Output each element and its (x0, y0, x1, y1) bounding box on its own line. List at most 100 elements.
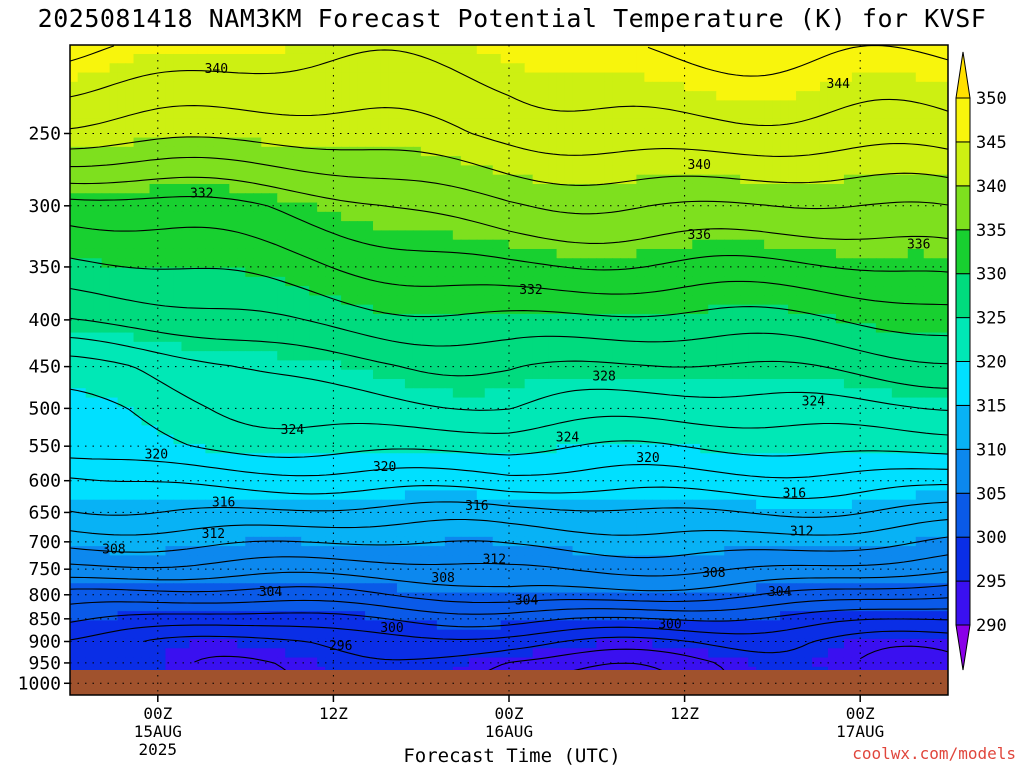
contour-label: 320 (145, 447, 168, 462)
contour-label: 332 (519, 283, 542, 298)
colorbar-min-arrow (955, 624, 971, 671)
contour-label: 332 (190, 186, 213, 201)
x-tick-year: 2025 (139, 740, 178, 759)
colorbar-segment (955, 404, 971, 450)
contour-label: 312 (483, 552, 506, 567)
contour-line (70, 355, 948, 436)
colorbar: 290 295 300 305 310 315 320 325 330 335 340 345 350 (955, 51, 1007, 671)
contour-label: 324 (802, 394, 826, 409)
colorbar-label: 295 (976, 572, 1007, 592)
chart-title: 2025081418 NAM3KM Forecast Potential Tem… (37, 4, 987, 33)
contour-labels: 340 344 340 332 336 336 332 328 324 324 324 320 320 3… (102, 62, 930, 654)
y-axis: 2503003504004505005506006507007508008509… (18, 123, 70, 694)
contour-label: 312 (202, 527, 225, 542)
contour-label: 316 (212, 495, 235, 510)
colorbar-max-arrow (955, 51, 971, 99)
y-tick-label: 750 (28, 559, 61, 580)
colorbar-label: 305 (976, 484, 1007, 504)
y-tick-label: 950 (28, 653, 61, 674)
contour-line (70, 317, 948, 389)
contour-label: 304 (259, 585, 283, 600)
contour-line (70, 584, 948, 604)
colorbar-segment (955, 492, 971, 538)
y-tick-label: 350 (28, 257, 61, 278)
contour-label: 336 (907, 238, 930, 253)
contour-label: 320 (373, 460, 396, 475)
contour-line (70, 608, 948, 628)
x-axis-label: Forecast Time (UTC) (403, 745, 621, 767)
colorbar-label: 320 (976, 353, 1007, 373)
y-tick-label: 300 (28, 196, 61, 217)
x-tick-label: 00Z (846, 704, 875, 723)
potential-temperature-field (70, 45, 948, 695)
contour-line (70, 501, 948, 518)
contour-label: 320 (636, 451, 659, 466)
contour-line (70, 477, 948, 499)
colorbar-segment (955, 317, 971, 363)
colorbar-segment (955, 141, 971, 187)
y-tick-label: 800 (28, 585, 61, 606)
contour-line (70, 105, 948, 157)
contour-line (70, 597, 948, 615)
contour-label: 344 (827, 77, 851, 92)
contour-line (70, 196, 948, 273)
colorbar-label: 335 (976, 221, 1007, 241)
contour-label: 308 (431, 571, 454, 586)
x-tick-label: 12Z (670, 704, 699, 723)
contour-line (70, 257, 948, 337)
y-tick-label: 450 (28, 357, 61, 378)
contour-line (70, 571, 948, 592)
contour-line (70, 618, 948, 641)
contour-line (70, 536, 948, 559)
x-tick-label: 00Z (495, 704, 524, 723)
contour-line (70, 287, 948, 365)
x-tick-label: 00Z (143, 704, 172, 723)
isentrope-contours (70, 45, 948, 691)
colorbar-segment (955, 448, 971, 494)
contour-line (70, 336, 948, 411)
colorbar-label: 350 (976, 89, 1007, 109)
contour-label: 296 (329, 639, 352, 654)
contour-label: 312 (790, 524, 813, 539)
colorbar-segment (955, 580, 971, 626)
contour-label: 324 (281, 423, 305, 438)
colorbar-label: 315 (976, 396, 1007, 416)
contour-line (70, 156, 948, 215)
contour-label: 308 (702, 566, 725, 581)
contour-label: 304 (768, 585, 792, 600)
credit-text: coolwx.com/models (852, 744, 1016, 763)
colorbar-label: 325 (976, 309, 1007, 329)
contour-label: 304 (515, 594, 539, 609)
contour-label: 308 (102, 543, 125, 558)
x-tick-date: 17AUG (836, 722, 884, 741)
contour-line (70, 176, 948, 244)
contour-label: 324 (556, 431, 580, 446)
y-tick-label: 600 (28, 471, 61, 492)
y-tick-label: 650 (28, 502, 61, 523)
contour-label: 340 (205, 62, 228, 77)
colorbar-label: 300 (976, 528, 1007, 548)
contour-label: 336 (687, 228, 710, 243)
colorbar-label: 330 (976, 265, 1007, 285)
x-tick-date: 16AUG (485, 722, 533, 741)
colorbar-segment (955, 185, 971, 231)
contour-line (70, 49, 948, 127)
y-tick-label: 700 (28, 532, 61, 553)
colorbar-segment (955, 536, 971, 582)
colorbar-segment (955, 361, 971, 406)
contour-label: 316 (465, 499, 488, 514)
colorbar-segment (955, 229, 971, 275)
contour-line (70, 136, 948, 186)
contour-line (70, 457, 948, 479)
y-tick-label: 400 (28, 310, 61, 331)
colorbar-label: 340 (976, 177, 1007, 197)
colorbar-label: 290 (976, 616, 1007, 636)
contour-line (70, 554, 948, 577)
contour-line (70, 518, 948, 536)
x-tick-label: 12Z (319, 704, 348, 723)
colorbar-label: 345 (976, 133, 1007, 153)
y-tick-label: 900 (28, 631, 61, 652)
x-tick-date: 15AUG (134, 722, 182, 741)
